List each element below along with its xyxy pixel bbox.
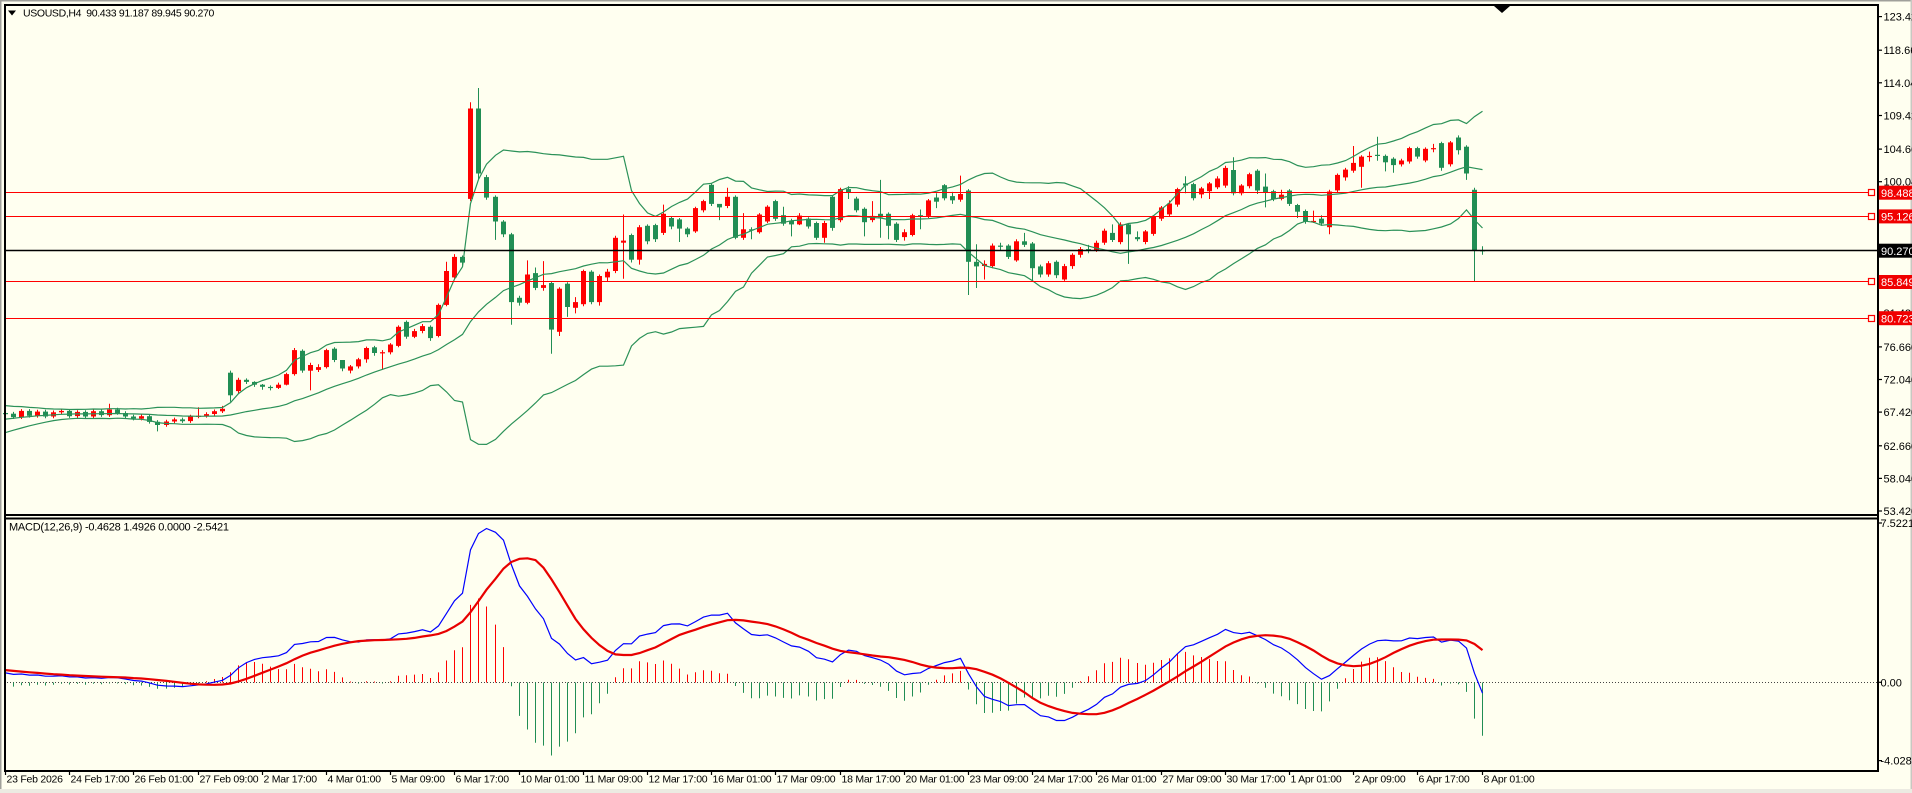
- svg-text:27 Mar 09:00: 27 Mar 09:00: [1163, 774, 1222, 786]
- svg-text:98.488: 98.488: [1881, 188, 1912, 200]
- svg-text:12 Mar 17:00: 12 Mar 17:00: [649, 774, 708, 786]
- svg-text:8 Apr 01:00: 8 Apr 01:00: [1484, 774, 1535, 786]
- svg-text:109.420: 109.420: [1884, 111, 1912, 123]
- svg-text:118.660: 118.660: [1884, 45, 1912, 57]
- svg-text:26 Feb 01:00: 26 Feb 01:00: [135, 774, 194, 786]
- svg-text:5 Mar 09:00: 5 Mar 09:00: [392, 774, 446, 786]
- svg-text:18 Mar 17:00: 18 Mar 17:00: [842, 774, 901, 786]
- svg-text:USOUSD,H4 90.433 91.187 89.94: USOUSD,H4 90.433 91.187 89.945 90.270: [23, 8, 215, 20]
- svg-text:-4.0285: -4.0285: [1881, 756, 1912, 768]
- svg-text:2 Apr 09:00: 2 Apr 09:00: [1355, 774, 1406, 786]
- svg-text:17 Mar 09:00: 17 Mar 09:00: [777, 774, 836, 786]
- svg-text:26 Mar 01:00: 26 Mar 01:00: [1098, 774, 1157, 786]
- svg-text:24 Mar 17:00: 24 Mar 17:00: [1034, 774, 1093, 786]
- svg-text:123.420: 123.420: [1884, 12, 1912, 24]
- svg-text:95.126: 95.126: [1881, 212, 1912, 224]
- svg-text:11 Mar 09:00: 11 Mar 09:00: [585, 774, 644, 786]
- svg-text:20 Mar 01:00: 20 Mar 01:00: [906, 774, 965, 786]
- svg-text:6 Mar 17:00: 6 Mar 17:00: [456, 774, 510, 786]
- svg-text:76.660: 76.660: [1884, 342, 1912, 354]
- svg-text:80.723: 80.723: [1881, 313, 1912, 325]
- svg-text:58.040: 58.040: [1884, 473, 1912, 485]
- svg-text:0.00: 0.00: [1881, 677, 1902, 689]
- svg-text:67.420: 67.420: [1884, 407, 1912, 419]
- svg-text:6 Apr 17:00: 6 Apr 17:00: [1419, 774, 1470, 786]
- svg-text:114.040: 114.040: [1884, 78, 1912, 90]
- svg-text:23 Mar 09:00: 23 Mar 09:00: [970, 774, 1029, 786]
- svg-text:104.660: 104.660: [1884, 144, 1912, 156]
- svg-text:2 Mar 17:00: 2 Mar 17:00: [264, 774, 318, 786]
- svg-text:85.849: 85.849: [1881, 277, 1912, 289]
- svg-text:7.5221: 7.5221: [1881, 518, 1912, 530]
- svg-text:1 Apr 01:00: 1 Apr 01:00: [1291, 774, 1342, 786]
- svg-text:53.420: 53.420: [1884, 506, 1912, 518]
- svg-text:90.270: 90.270: [1881, 246, 1912, 258]
- svg-text:23 Feb 2026: 23 Feb 2026: [7, 774, 64, 786]
- svg-text:MACD(12,26,9) -0.4628 1.4926 0: MACD(12,26,9) -0.4628 1.4926 0.0000 -2.5…: [9, 522, 229, 534]
- svg-text:62.660: 62.660: [1884, 441, 1912, 453]
- svg-text:10 Mar 01:00: 10 Mar 01:00: [521, 774, 580, 786]
- svg-text:72.040: 72.040: [1884, 375, 1912, 387]
- svg-text:4 Mar 01:00: 4 Mar 01:00: [328, 774, 382, 786]
- svg-text:30 Mar 17:00: 30 Mar 17:00: [1227, 774, 1286, 786]
- svg-text:27 Feb 09:00: 27 Feb 09:00: [200, 774, 259, 786]
- svg-text:16 Mar 01:00: 16 Mar 01:00: [713, 774, 772, 786]
- svg-text:24 Feb 17:00: 24 Feb 17:00: [71, 774, 130, 786]
